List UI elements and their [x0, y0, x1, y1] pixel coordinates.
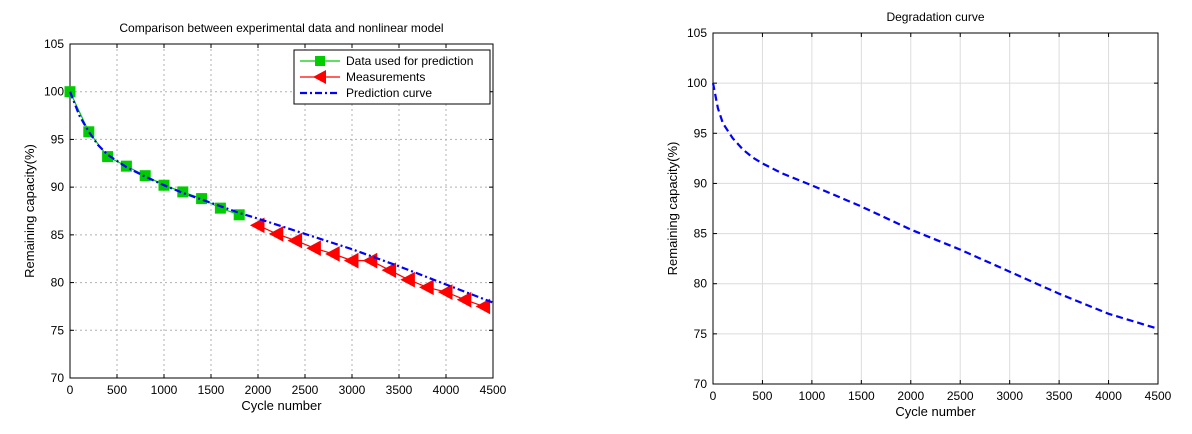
x-tick-label: 0 [67, 383, 74, 397]
y-tick-label: 70 [51, 371, 65, 385]
x-tick-label: 4500 [1145, 389, 1172, 403]
data-point-triangle [437, 284, 453, 300]
y-tick-label: 75 [51, 323, 65, 337]
data-point-triangle [249, 217, 265, 234]
x-tick-label: 2500 [947, 389, 974, 403]
data-point-square [233, 209, 245, 221]
data-point-triangle [419, 279, 434, 296]
legend-label: Measurements [346, 70, 425, 84]
data-point-triangle [306, 240, 321, 257]
data-point-triangle [268, 226, 284, 242]
legend-marker-square [315, 56, 325, 66]
data-point-square [214, 202, 226, 214]
x-tick-label: 1500 [198, 383, 225, 397]
plot-area [713, 33, 1158, 384]
x-axis-label: Cycle number [895, 404, 976, 419]
x-tick-label: 4500 [480, 383, 507, 397]
data-point-triangle [287, 232, 303, 249]
axes-frame [69, 43, 494, 379]
y-tick-label: 95 [51, 132, 65, 146]
data-point-square [139, 170, 151, 182]
series-line-data-used-for-prediction [69, 91, 240, 216]
data-point-triangle [400, 271, 415, 288]
y-tick-label: 80 [694, 277, 708, 291]
x-tick-label: 3500 [386, 383, 413, 397]
data-point-square [102, 151, 114, 163]
y-tick-label: 75 [694, 327, 708, 341]
chart-title: Degradation curve [886, 10, 984, 24]
x-tick-label: 3000 [996, 389, 1023, 403]
y-axis-label: Remaining capacity(%) [665, 142, 680, 276]
x-tick-label: 4000 [433, 383, 460, 397]
x-tick-label: 500 [107, 383, 127, 397]
data-point-triangle [456, 291, 472, 308]
x-tick-label: 1000 [151, 383, 178, 397]
data-point-triangle [381, 262, 397, 279]
x-tick-label: 3500 [1046, 389, 1073, 403]
y-tick-label: 95 [694, 126, 708, 140]
y-tick-label: 90 [51, 180, 65, 194]
chart-title: Comparison between experimental data and… [119, 21, 443, 35]
x-tick-label: 1500 [848, 389, 875, 403]
x-tick-label: 0 [710, 389, 717, 403]
x-tick-label: 2000 [245, 383, 272, 397]
data-point-square [83, 126, 95, 138]
y-axis-label: Remaining capacity(%) [22, 144, 37, 278]
y-tick-label: 70 [694, 377, 708, 391]
x-tick-label: 2000 [897, 389, 924, 403]
x-tick-label: 1000 [799, 389, 826, 403]
data-point-triangle [475, 298, 491, 315]
x-tick-label: 2500 [292, 383, 319, 397]
data-point-square [196, 193, 208, 205]
y-tick-label: 105 [44, 37, 64, 51]
x-tick-label: 500 [752, 389, 772, 403]
y-tick-label: 85 [51, 228, 65, 242]
legend-label: Prediction curve [346, 86, 432, 100]
legend-label: Data used for prediction [346, 54, 473, 68]
chart-panel-2: 0 500 1000 1500 2000 2500 3000 3500 4000 4500 70 75… [665, 10, 1172, 419]
series-line-curve [711, 82, 1159, 330]
y-tick-label: 105 [687, 26, 707, 40]
y-tick-label: 85 [694, 227, 708, 241]
y-tick-label: 100 [687, 76, 707, 90]
chart-panel-1: 0 500 1000 1500 2000 2500 3000 3500 4000 4500 70 75… [22, 21, 507, 413]
y-tick-label: 100 [44, 85, 64, 99]
data-point-triangle [343, 252, 359, 269]
axes-frame [712, 32, 1159, 385]
series-line-prediction-curve [68, 91, 494, 304]
x-tick-label: 4000 [1095, 389, 1122, 403]
x-tick-label: 3000 [339, 383, 366, 397]
x-axis-label: Cycle number [241, 398, 322, 413]
y-tick-label: 90 [694, 176, 708, 190]
y-tick-label: 80 [51, 276, 65, 290]
legend-marker-triangle [313, 70, 326, 84]
data-point-triangle [325, 246, 340, 262]
